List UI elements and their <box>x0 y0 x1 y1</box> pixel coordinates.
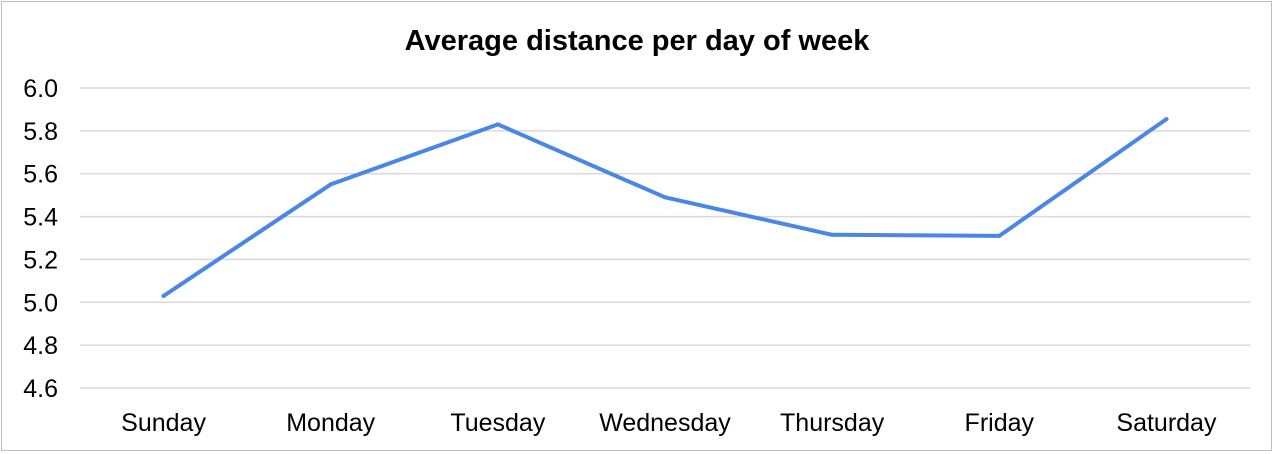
data-point-friday <box>997 233 1002 238</box>
y-tick-label: 5.6 <box>23 161 58 189</box>
x-tick-label-friday: Friday <box>965 409 1035 437</box>
gridlines <box>80 87 1250 389</box>
x-tick-label-wednesday: Wednesday <box>599 409 731 437</box>
chart-title: Average distance per day of week <box>405 25 871 57</box>
y-tick-label: 4.8 <box>23 332 58 360</box>
x-tick-label-thursday: Thursday <box>780 409 885 437</box>
data-point-sunday <box>161 293 166 298</box>
series-layer <box>161 117 1169 298</box>
y-tick-label: 5.2 <box>23 246 58 274</box>
data-point-saturday <box>1164 117 1169 122</box>
y-axis-tick-labels: 4.6 4.8 5.0 5.2 5.4 5.6 5.8 6.0 <box>23 75 58 403</box>
data-point-wednesday <box>663 195 667 200</box>
data-point-thursday <box>830 232 835 237</box>
x-axis-tick-labels: Sunday Monday Tuesday Wednesday Thursday Frid… <box>121 409 1217 437</box>
y-tick-label: 5.8 <box>23 118 58 146</box>
y-tick-label: 6.0 <box>23 75 58 103</box>
y-tick-label: 4.6 <box>23 375 58 403</box>
data-point-tuesday <box>495 122 500 127</box>
y-tick-label: 5.0 <box>23 289 58 317</box>
y-tick-label: 5.4 <box>23 204 58 232</box>
x-tick-label-monday: Monday <box>286 409 375 437</box>
series-line-0 <box>161 117 1169 298</box>
x-tick-label-tuesday: Tuesday <box>450 409 545 437</box>
x-tick-label-sunday: Sunday <box>121 409 206 437</box>
data-point-monday <box>328 182 333 187</box>
x-tick-label-saturday: Saturday <box>1116 409 1217 437</box>
